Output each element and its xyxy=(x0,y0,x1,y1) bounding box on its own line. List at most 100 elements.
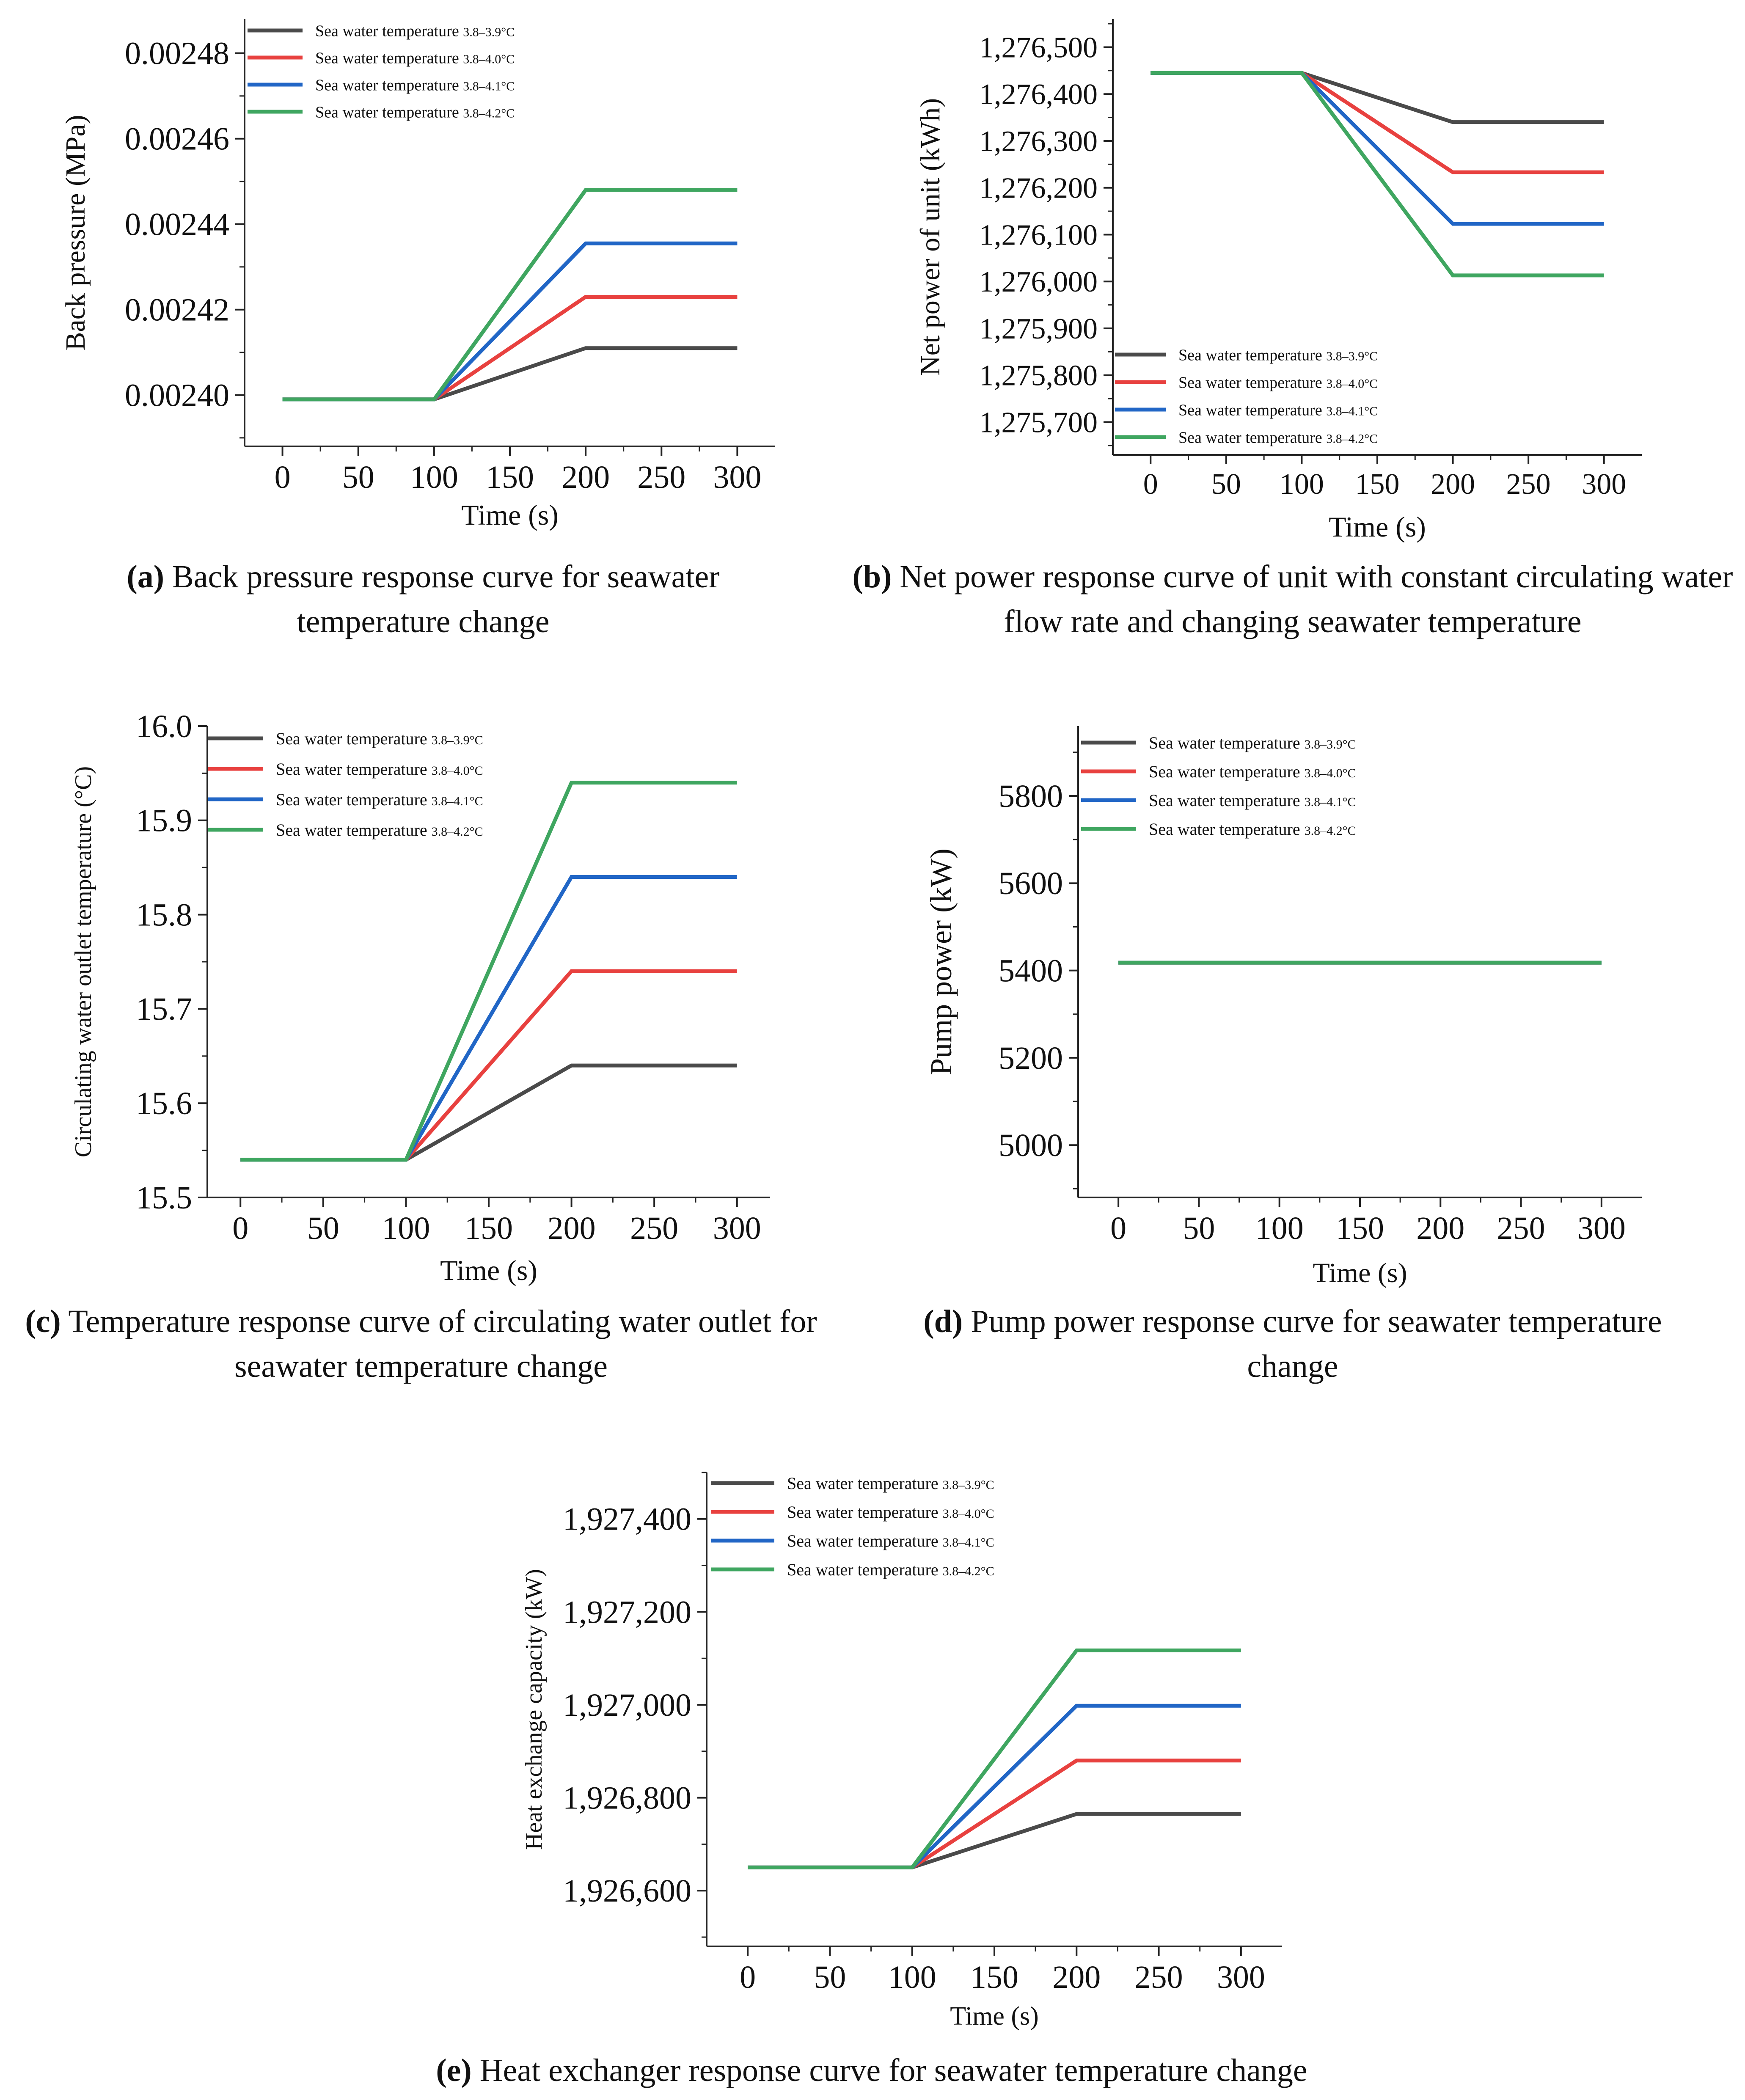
legend-label-1: Sea water temperature 3.8–3.9°C xyxy=(276,729,483,748)
series-line-4 xyxy=(748,1649,1241,1869)
x-tick-label: 200 xyxy=(548,1211,596,1246)
y-tick-label: 1,276,500 xyxy=(979,31,1098,64)
series-line-1 xyxy=(748,1812,1241,1869)
x-tick-label: 250 xyxy=(637,460,685,495)
y-tick-label: 5000 xyxy=(999,1128,1063,1163)
chart-a: 0 50 100 150 200 250 300 0.00240 0.00242 0.00244 0… xyxy=(60,19,775,531)
y-tick-label: 5600 xyxy=(999,866,1063,901)
series-line-1 xyxy=(282,346,738,402)
y-tick-label: 1,276,000 xyxy=(979,266,1098,298)
x-tick-label: 50 xyxy=(307,1211,339,1246)
x-axis-title: Time (s) xyxy=(1329,511,1426,543)
caption-b: (b) Net power response curve of unit wit… xyxy=(842,554,1743,644)
y-axis-title: Pump power (kW) xyxy=(924,848,958,1075)
y-tick-label: 15.6 xyxy=(136,1086,192,1121)
legend-range: 3.8–4.2°C xyxy=(432,825,483,839)
legend-range: 3.8–4.0°C xyxy=(1305,766,1356,780)
x-tick-label: 150 xyxy=(465,1211,513,1246)
legend-label-2: Sea water temperature 3.8–4.0°C xyxy=(1178,374,1378,391)
legend-range: 3.8–4.2°C xyxy=(1305,824,1356,838)
x-tick-label: 100 xyxy=(382,1211,430,1246)
x-tick-label: 250 xyxy=(1506,468,1551,501)
series-line-1 xyxy=(240,1063,737,1162)
legend-label-2: Sea water temperature 3.8–4.0°C xyxy=(315,49,515,67)
chart-e: 0 50 100 150 200 250 300 1,926,600 1,926,800 1,92… xyxy=(521,1472,1282,2031)
legend-range: 3.8–3.9°C xyxy=(463,25,515,39)
y-tick-label: 1,275,700 xyxy=(979,406,1098,439)
legend-label-4: Sea water temperature 3.8–4.2°C xyxy=(1149,820,1356,839)
y-tick-label: 1,926,800 xyxy=(563,1780,691,1816)
chart-c: 0 50 100 150 200 250 300 15.5 15.6 15.7 15.8 15.9 16… xyxy=(70,709,770,1286)
y-tick-label: 1,276,100 xyxy=(979,219,1098,251)
x-tick-label: 50 xyxy=(814,1960,846,1995)
caption-b-text: Net power response curve of unit with co… xyxy=(900,559,1733,639)
series-line-4 xyxy=(240,781,737,1162)
y-tick-label: 16.0 xyxy=(136,709,192,744)
y-tick-label: 5200 xyxy=(999,1040,1063,1076)
y-tick-label: 15.5 xyxy=(136,1180,192,1216)
y-axis-title: Heat exchange capacity (kW) xyxy=(521,1569,547,1850)
legend-range: 3.8–4.2°C xyxy=(463,106,515,120)
y-tick-label: 0.00248 xyxy=(125,36,229,72)
y-tick-label: 0.00240 xyxy=(125,378,229,413)
series-line-3 xyxy=(240,875,737,1162)
y-tick-label: 1,275,900 xyxy=(979,313,1098,345)
y-tick-label: 1,927,000 xyxy=(563,1687,691,1723)
x-tick-label: 300 xyxy=(1577,1211,1626,1246)
legend-range: 3.8–4.1°C xyxy=(432,794,483,808)
x-tick-label: 100 xyxy=(1280,468,1324,501)
legend-range: 3.8–3.9°C xyxy=(432,733,483,747)
legend-label-2: Sea water temperature 3.8–4.0°C xyxy=(787,1503,994,1522)
y-tick-label: 1,927,200 xyxy=(563,1594,691,1630)
x-tick-label: 100 xyxy=(888,1960,936,1995)
legend: Sea water temperature 3.8–3.9°C Sea water… xyxy=(711,1474,994,1579)
legend-range: 3.8–3.9°C xyxy=(943,1478,994,1492)
y-tick-label: 15.7 xyxy=(136,991,192,1027)
y-tick-label: 1,926,600 xyxy=(563,1873,691,1909)
series-line-1 xyxy=(1150,71,1604,124)
y-axis-title: Net power of unit (kWh) xyxy=(915,98,946,376)
legend-range: 3.8–3.9°C xyxy=(1305,738,1356,751)
x-tick-label: 0 xyxy=(1143,468,1158,501)
x-tick-label: 0 xyxy=(1110,1211,1126,1246)
x-tick-label: 250 xyxy=(1497,1211,1545,1246)
legend-label-3: Sea water temperature 3.8–4.1°C xyxy=(1149,791,1356,810)
legend: Sea water temperature 3.8–3.9°C Sea water… xyxy=(1115,346,1378,446)
legend-label-1: Sea water temperature 3.8–3.9°C xyxy=(1149,733,1356,752)
y-tick-label: 5800 xyxy=(999,779,1063,814)
y-axis-title: Back pressure (MPa) xyxy=(60,115,91,350)
x-axis-title: Time (s) xyxy=(1313,1258,1407,1288)
x-tick-label: 300 xyxy=(713,1211,761,1246)
x-tick-label: 200 xyxy=(1052,1960,1101,1995)
caption-e-text: Heat exchanger response curve for seawat… xyxy=(479,2053,1307,2088)
legend-label-4: Sea water temperature 3.8–4.2°C xyxy=(276,820,483,839)
legend-label-2: Sea water temperature 3.8–4.0°C xyxy=(1149,762,1356,781)
legend-range: 3.8–4.1°C xyxy=(1326,404,1378,418)
legend-label-3: Sea water temperature 3.8–4.1°C xyxy=(1178,401,1378,419)
caption-a-text: Back pressure response curve for seawate… xyxy=(172,559,720,639)
caption-d-text: Pump power response curve for seawater t… xyxy=(971,1304,1662,1384)
y-tick-label: 15.8 xyxy=(136,897,192,933)
chart-b: 0 50 100 150 200 250 300 1,275,700 1,275,800 1,27… xyxy=(915,19,1642,543)
legend-range: 3.8–3.9°C xyxy=(1326,349,1378,363)
legend-range: 3.8–4.1°C xyxy=(463,79,515,93)
x-tick-label: 100 xyxy=(1255,1211,1304,1246)
x-tick-label: 200 xyxy=(561,460,610,495)
x-tick-label: 250 xyxy=(1135,1960,1183,1995)
y-tick-label: 0.00246 xyxy=(125,121,229,157)
y-tick-label: 5400 xyxy=(999,953,1063,988)
x-tick-label: 300 xyxy=(1217,1960,1265,1995)
y-tick-label: 1,927,400 xyxy=(563,1502,691,1537)
legend-label-4: Sea water temperature 3.8–4.2°C xyxy=(787,1560,994,1579)
chart-d: 0 50 100 150 200 250 300 5000 5200 5400 5600 5800 Ti… xyxy=(924,726,1642,1288)
x-tick-label: 0 xyxy=(740,1960,756,1995)
legend-range: 3.8–4.2°C xyxy=(943,1564,994,1578)
caption-c-label: (c) xyxy=(25,1304,61,1339)
y-tick-label: 1,276,400 xyxy=(979,78,1098,111)
legend-label-2: Sea water temperature 3.8–4.0°C xyxy=(276,760,483,779)
series-line-3 xyxy=(282,241,738,402)
legend-label-4: Sea water temperature 3.8–4.2°C xyxy=(1178,429,1378,446)
x-tick-label: 150 xyxy=(970,1960,1018,1995)
